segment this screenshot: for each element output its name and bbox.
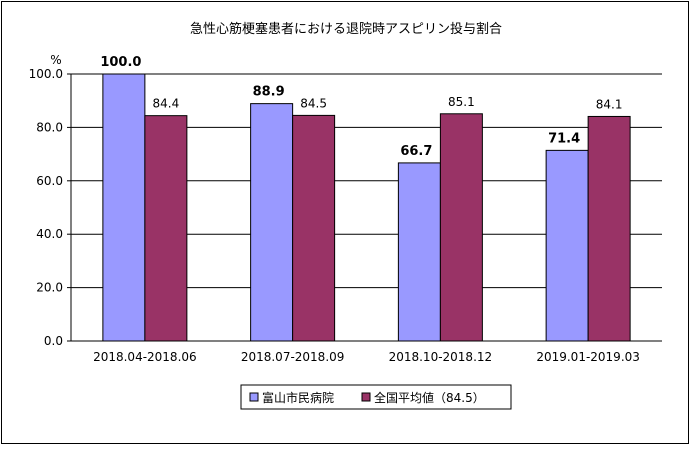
x-tick-label: 2018.04-2018.06 <box>93 350 197 364</box>
legend-swatch-national <box>361 392 371 402</box>
data-label: 88.9 <box>253 85 285 100</box>
bar-toyama <box>397 162 441 342</box>
data-label: 100.0 <box>100 55 141 70</box>
data-label: 85.1 <box>448 95 475 109</box>
y-tick-label: 60.0 <box>36 174 63 188</box>
chart-frame: 急性心筋梗塞患者における退院時アスピリン投与割合 % 0.0 20.0 40.0 60… <box>1 1 689 444</box>
legend-label: 全国平均値（84.5） <box>374 390 485 405</box>
data-label: 84.5 <box>300 96 327 110</box>
x-tick-label: 2018.07-2018.09 <box>241 350 345 364</box>
y-tick-label: 80.0 <box>36 120 63 134</box>
y-tick-label: 0.0 <box>44 334 63 348</box>
bar-chart: 急性心筋梗塞患者における退院時アスピリン投与割合 % 0.0 20.0 40.0 60… <box>29 21 662 410</box>
data-label: 71.4 <box>548 131 580 146</box>
data-label: 84.4 <box>153 97 180 111</box>
legend-box <box>240 384 512 410</box>
bar-national <box>587 115 631 342</box>
y-axis-unit-label: % <box>50 53 61 67</box>
y-tick-label: 20.0 <box>36 281 63 295</box>
bar-national <box>292 114 336 342</box>
bar-national <box>144 115 188 342</box>
data-label: 66.7 <box>400 144 432 159</box>
bar-toyama <box>545 149 589 342</box>
bar-national <box>439 113 483 342</box>
x-tick-label: 2018.10-2018.12 <box>389 350 493 364</box>
y-tick-label: 40.0 <box>36 227 63 241</box>
bar-toyama <box>102 73 146 342</box>
bar-toyama <box>250 103 294 342</box>
data-label: 84.1 <box>596 97 623 111</box>
y-tick-label: 100.0 <box>29 67 63 81</box>
x-tick-label: 2019.01-2019.03 <box>536 350 640 364</box>
legend-swatch-toyama <box>249 392 259 402</box>
legend-label: 富山市民病院 <box>262 390 334 405</box>
chart-title: 急性心筋梗塞患者における退院時アスピリン投与割合 <box>190 21 502 37</box>
